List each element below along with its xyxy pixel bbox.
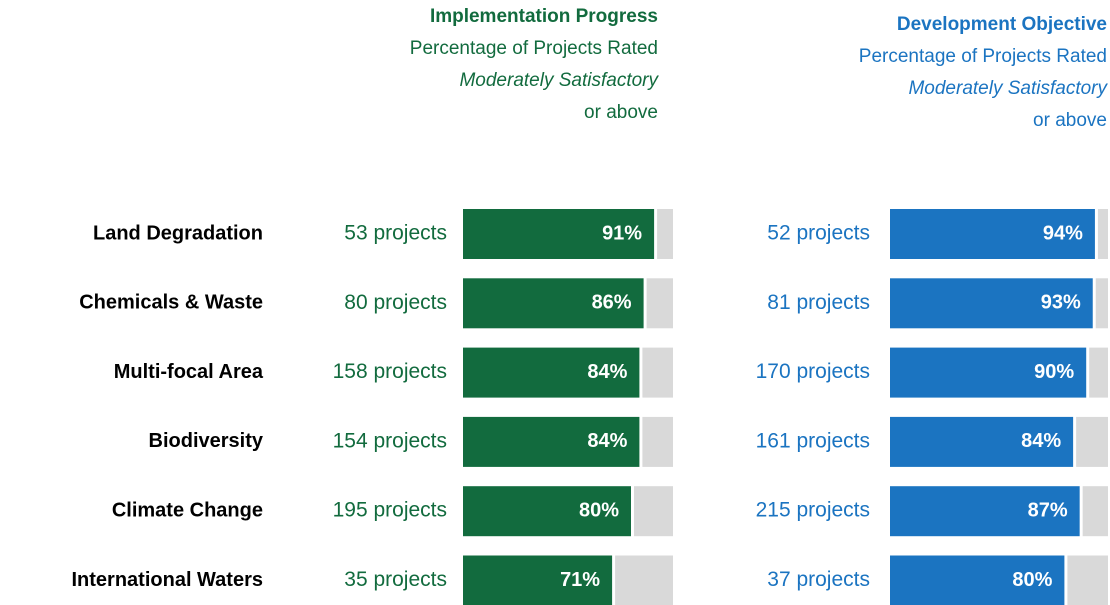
panel-subtitle: Moderately Satisfactory bbox=[908, 78, 1108, 99]
project-count: 37 projects bbox=[767, 568, 870, 591]
value-label: 84% bbox=[587, 430, 627, 452]
value-label: 80% bbox=[579, 499, 619, 521]
category-label: International Waters bbox=[71, 569, 263, 591]
panel-subtitle: Percentage of Projects Rated bbox=[410, 38, 658, 59]
bar-track bbox=[1076, 416, 1108, 467]
value-label: 91% bbox=[602, 222, 642, 244]
project-count: 81 projects bbox=[767, 291, 870, 314]
bar bbox=[890, 278, 1093, 329]
bar bbox=[890, 347, 1087, 398]
bar-track bbox=[1082, 486, 1108, 537]
project-count: 53 projects bbox=[344, 222, 447, 245]
project-count: 161 projects bbox=[756, 429, 870, 452]
bar-track bbox=[634, 486, 673, 537]
panel-title: Implementation Progress bbox=[430, 6, 658, 27]
category-label: Land Degradation bbox=[93, 222, 263, 244]
bar-track bbox=[642, 416, 673, 467]
category-label: Multi-focal Area bbox=[114, 361, 264, 383]
bar bbox=[463, 278, 644, 329]
bar bbox=[463, 486, 631, 537]
bar bbox=[890, 416, 1074, 467]
project-count: 170 projects bbox=[756, 360, 870, 383]
bar-track bbox=[1097, 209, 1108, 259]
bar-track bbox=[657, 209, 673, 259]
bar-track bbox=[642, 347, 673, 398]
category-label: Biodiversity bbox=[149, 430, 264, 452]
bar bbox=[890, 209, 1095, 259]
category-label: Climate Change bbox=[112, 499, 263, 521]
value-label: 84% bbox=[587, 361, 627, 383]
project-count: 195 projects bbox=[333, 499, 447, 522]
value-label: 94% bbox=[1043, 222, 1083, 244]
value-label: 71% bbox=[560, 569, 600, 591]
bar bbox=[463, 209, 655, 259]
bar bbox=[463, 416, 640, 467]
project-count: 154 projects bbox=[333, 429, 447, 452]
bar-track bbox=[1089, 347, 1108, 398]
bar bbox=[890, 555, 1065, 605]
panel-subtitle: or above bbox=[584, 102, 658, 123]
value-label: 93% bbox=[1041, 292, 1081, 314]
category-label: Chemicals & Waste bbox=[79, 292, 263, 314]
value-label: 86% bbox=[592, 292, 632, 314]
bar-track bbox=[1067, 555, 1108, 605]
bar bbox=[890, 486, 1080, 537]
project-count: 52 projects bbox=[767, 222, 870, 245]
panel-subtitle: or above bbox=[1033, 110, 1107, 131]
project-count: 35 projects bbox=[344, 568, 447, 591]
bar-track bbox=[615, 555, 673, 605]
value-label: 84% bbox=[1021, 430, 1061, 452]
bar bbox=[463, 347, 640, 398]
panel-subtitle: Percentage of Projects Rated bbox=[859, 46, 1107, 67]
bar bbox=[463, 555, 613, 605]
value-label: 87% bbox=[1028, 499, 1068, 521]
panel-subtitle: Moderately Satisfactory bbox=[459, 70, 659, 91]
panel-title: Development Objective bbox=[897, 14, 1107, 35]
bar-track bbox=[646, 278, 673, 329]
project-count: 158 projects bbox=[333, 360, 447, 383]
bar-track bbox=[1095, 278, 1108, 329]
project-count: 80 projects bbox=[344, 291, 447, 314]
value-label: 80% bbox=[1012, 569, 1052, 591]
project-count: 215 projects bbox=[756, 499, 870, 522]
value-label: 90% bbox=[1034, 361, 1074, 383]
